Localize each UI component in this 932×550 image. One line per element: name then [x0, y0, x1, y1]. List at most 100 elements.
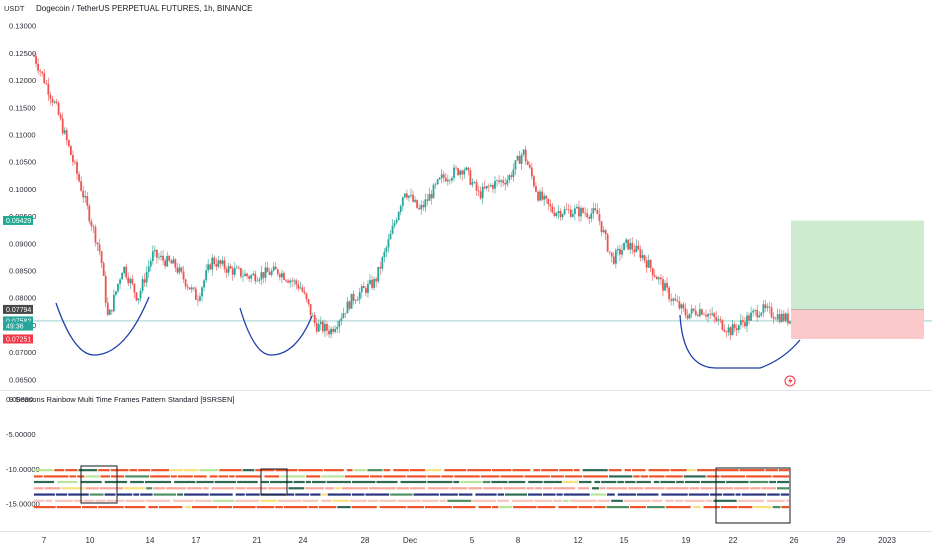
cup-1-curve[interactable] — [55, 296, 150, 356]
profit-zone[interactable] — [791, 220, 924, 310]
candle-body — [647, 259, 650, 268]
rainbow-segment — [351, 493, 365, 496]
candle-body — [555, 212, 558, 216]
candle-body — [498, 180, 500, 182]
candle-body — [383, 251, 386, 258]
candle-body — [614, 250, 617, 264]
loss-zone[interactable] — [791, 309, 924, 339]
rainbow-segment — [563, 499, 569, 502]
rainbow-segment — [541, 469, 559, 472]
rainbow-segment — [472, 499, 496, 502]
rainbow-segment — [700, 487, 714, 490]
candle-body — [219, 260, 222, 264]
rainbow-segment — [697, 469, 716, 472]
rainbow-segment — [286, 493, 295, 496]
highlight-boxes[interactable] — [80, 465, 791, 524]
candle-body — [559, 211, 562, 218]
cup-3-curve[interactable] — [679, 314, 801, 369]
rainbow-segment — [553, 487, 576, 490]
rainbow-segment — [337, 506, 351, 509]
rainbow-segment — [426, 469, 442, 472]
candle-body — [213, 257, 216, 265]
candle-body — [135, 292, 138, 301]
candle-body — [711, 313, 714, 315]
candle-body — [207, 264, 210, 271]
candle-body — [149, 261, 152, 267]
rainbow-segment — [454, 475, 480, 478]
rainbow-segment — [753, 506, 772, 509]
candle-body — [278, 274, 281, 278]
candle-body — [596, 209, 599, 215]
candle-body — [321, 321, 324, 332]
rainbow-segment — [644, 487, 665, 490]
rainbow-segment — [83, 499, 95, 502]
candle-body — [209, 264, 212, 270]
candle-body — [594, 208, 597, 210]
time-tick-label: 21 — [253, 536, 262, 545]
indicator-axis[interactable]: 0.00000 -5.00000 -10.00000 -15.00000 — [6, 395, 40, 509]
candle-body — [571, 214, 574, 217]
rainbow-segment — [78, 469, 98, 472]
candle-body — [178, 267, 181, 273]
candle-body — [338, 320, 341, 327]
price-tag: 0.07251 — [3, 334, 33, 344]
time-tick-label: 15 — [620, 536, 629, 545]
candle-body — [221, 260, 224, 264]
price-pane[interactable] — [33, 52, 932, 387]
cup-2-curve[interactable] — [239, 307, 313, 356]
rainbow-segment — [765, 469, 778, 472]
rainbow-segment — [305, 480, 311, 484]
candle-body — [746, 315, 748, 327]
candle-body — [686, 315, 689, 319]
cup-pattern-drawings[interactable] — [55, 296, 801, 369]
rainbow-segment — [512, 469, 531, 472]
candle-body — [199, 296, 201, 301]
rainbow-segment — [772, 506, 781, 509]
rainbow-segment — [632, 469, 646, 472]
rainbow-segment — [218, 506, 232, 509]
candle-body — [569, 209, 572, 217]
candle-body — [756, 309, 759, 318]
rainbow-segment — [65, 469, 78, 472]
candle-body — [651, 268, 654, 276]
candle-body — [281, 273, 283, 278]
highlight-box[interactable] — [715, 467, 791, 524]
long-position-tool[interactable] — [791, 220, 924, 339]
candle-body — [508, 175, 511, 181]
candle-body — [57, 102, 60, 115]
highlight-box[interactable] — [80, 465, 118, 504]
candle-body — [362, 286, 365, 289]
candle-body — [231, 268, 234, 275]
candle-body — [530, 167, 533, 177]
candle-body — [78, 173, 80, 182]
candle-body — [487, 185, 490, 187]
candle-body — [592, 208, 595, 214]
candle-body — [436, 179, 439, 185]
rainbow-segment — [636, 480, 651, 484]
time-tick-label: 17 — [192, 536, 201, 545]
highlight-box[interactable] — [260, 468, 288, 496]
rainbow-segment — [288, 487, 305, 490]
rainbow-segment — [302, 499, 319, 502]
lightning-icon[interactable] — [784, 375, 796, 387]
candle-body — [190, 287, 193, 290]
rainbow-segment — [133, 493, 140, 496]
candle-body — [139, 290, 142, 299]
rainbow-segment — [184, 493, 209, 496]
candle-body — [43, 73, 46, 84]
rainbow-segment — [44, 487, 61, 490]
rainbow-segment — [196, 480, 214, 484]
candle-body — [696, 314, 699, 317]
rainbow-segment — [410, 487, 426, 490]
rainbow-segment — [275, 506, 283, 509]
candle-body — [733, 324, 736, 329]
time-axis[interactable]: 7 10 14 17 21 24 28 Dec 5 8 12 15 19 22 26 29 2023 — [42, 536, 897, 545]
candle-body — [319, 321, 322, 325]
candle-body — [682, 304, 685, 309]
rainbow-segment — [287, 469, 298, 472]
rainbow-segment — [475, 493, 497, 496]
candle-body — [39, 70, 42, 72]
rainbow-segment — [56, 506, 81, 509]
candle-body — [698, 309, 701, 317]
